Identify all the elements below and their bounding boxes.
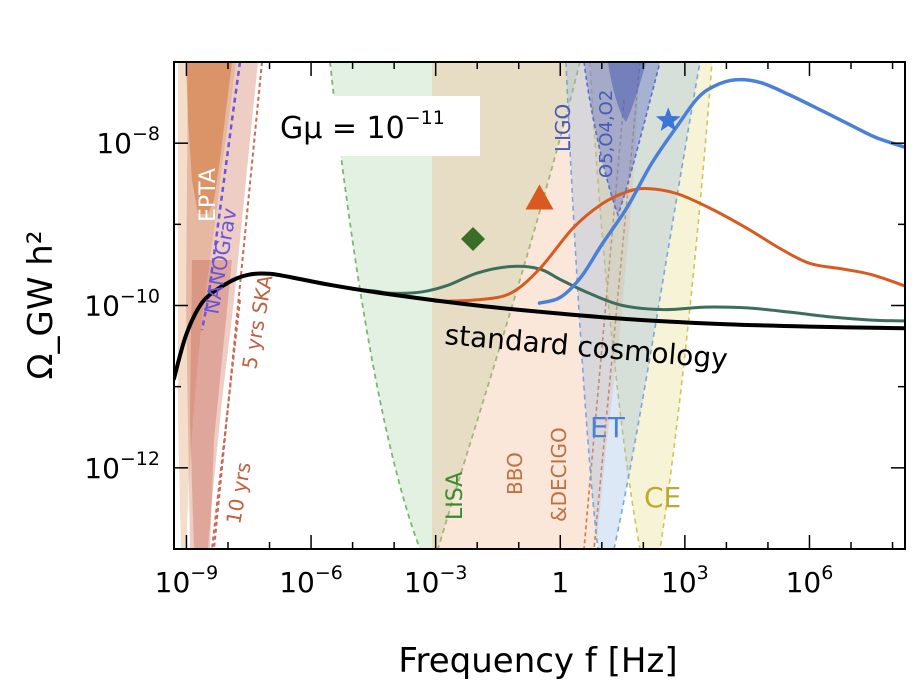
x-tick-label: 10−3 [404, 562, 468, 599]
series-blue-modified [537, 77, 905, 305]
x-tick-label: 1 [551, 566, 569, 599]
ska-10yr-region [190, 260, 232, 549]
series-orange-modified [434, 187, 905, 303]
label-bbo: BBO [503, 452, 527, 495]
nanograv-curve [200, 62, 242, 331]
label-ligo-runs: O5,O4,O2 [596, 90, 617, 178]
epta-region [178, 62, 236, 549]
x-axis-label: Frequency f [Hz] [398, 641, 677, 681]
x-tick-label: 10−9 [155, 562, 219, 599]
marker-diamond [461, 226, 486, 251]
label-ce: CE [644, 481, 681, 514]
label-decigo: &DECIGO [547, 427, 571, 522]
parameter-label-exponent: −11 [405, 107, 445, 129]
label-ska-5yr: 5 yrs SKA [237, 273, 277, 371]
ska-region [186, 62, 258, 549]
label-et: ET [590, 411, 626, 444]
y-axis-label: Ω_GW h² [21, 231, 61, 380]
ligo-region [583, 62, 661, 218]
parameter-label-box [268, 96, 480, 156]
epta-core-region [186, 62, 232, 214]
label-epta: EPTA [196, 168, 221, 222]
y-tick-label: 10−12 [84, 448, 160, 485]
y-tick-label: 10−10 [84, 286, 160, 323]
marker-layer [461, 107, 681, 251]
ticks-layer: 10−9 10−6 10−3 1 103 106 10−8 10−10 10−12 [84, 61, 905, 599]
parameter-label-text: Gμ = 10 [280, 111, 405, 146]
x-tick-label: 106 [786, 562, 834, 599]
label-ligo: LIGO [551, 104, 575, 152]
bbo-decigo-region [432, 62, 640, 549]
bbo-boundary [593, 62, 641, 549]
parameter-label: Gμ = 10−11 [268, 96, 480, 156]
svg-text:Gμ = 10−11: Gμ = 10−11 [280, 107, 445, 146]
lisa-region [329, 62, 581, 549]
marker-triangle [525, 184, 554, 210]
x-tick-label: 103 [661, 562, 709, 599]
label-ska-10yr: 10 yrs [221, 460, 255, 526]
label-lisa: LISA [443, 472, 468, 520]
y-tick-label: 10−8 [96, 123, 160, 160]
et-region [565, 62, 701, 549]
marker-star [655, 107, 681, 131]
series-layer [174, 77, 905, 381]
decigo-boundary [583, 99, 625, 549]
x-tick-label: 10−6 [279, 562, 343, 599]
ligo-o2-region [608, 62, 646, 122]
series-standard-cosmology [174, 271, 905, 381]
